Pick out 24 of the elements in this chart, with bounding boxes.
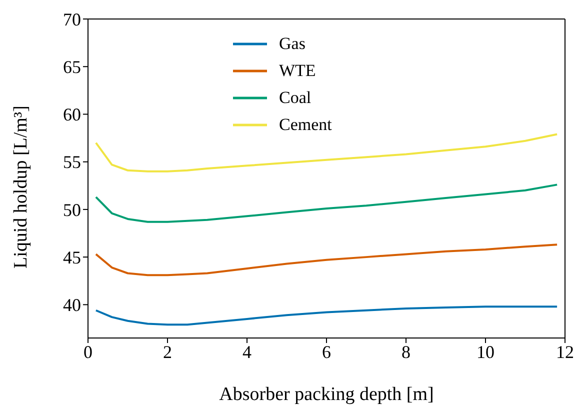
legend-label: Gas bbox=[279, 34, 306, 54]
y-tick-label: 70 bbox=[63, 9, 81, 30]
x-tick-label: 4 bbox=[242, 342, 252, 362]
legend-label: WTE bbox=[279, 60, 316, 80]
y-tick-label: 55 bbox=[63, 152, 81, 172]
y-axis-title: Liquid holdup [L/m³] bbox=[10, 106, 32, 268]
y-tick-label: 60 bbox=[63, 104, 81, 125]
x-tick-label: 6 bbox=[322, 342, 331, 362]
y-tick-label: 45 bbox=[63, 247, 81, 268]
x-axis-title: Absorber packing depth [m] bbox=[219, 384, 434, 405]
y-tick-label: 40 bbox=[63, 295, 81, 316]
x-tick-label: 12 bbox=[556, 342, 574, 362]
line-series bbox=[94, 244, 558, 276]
x-tick-label: 10 bbox=[476, 342, 494, 362]
x-tick-label: 0 bbox=[84, 342, 92, 362]
legend-label: Cement bbox=[279, 114, 332, 134]
legend-label: Coal bbox=[279, 88, 312, 108]
line-series bbox=[94, 184, 558, 223]
y-tick-label: 50 bbox=[63, 200, 81, 220]
x-tick-label: 8 bbox=[402, 342, 410, 362]
line-series bbox=[94, 306, 558, 326]
x-tick-label: 2 bbox=[163, 342, 172, 362]
y-tick-label: 65 bbox=[63, 57, 81, 77]
line-series bbox=[94, 133, 558, 172]
